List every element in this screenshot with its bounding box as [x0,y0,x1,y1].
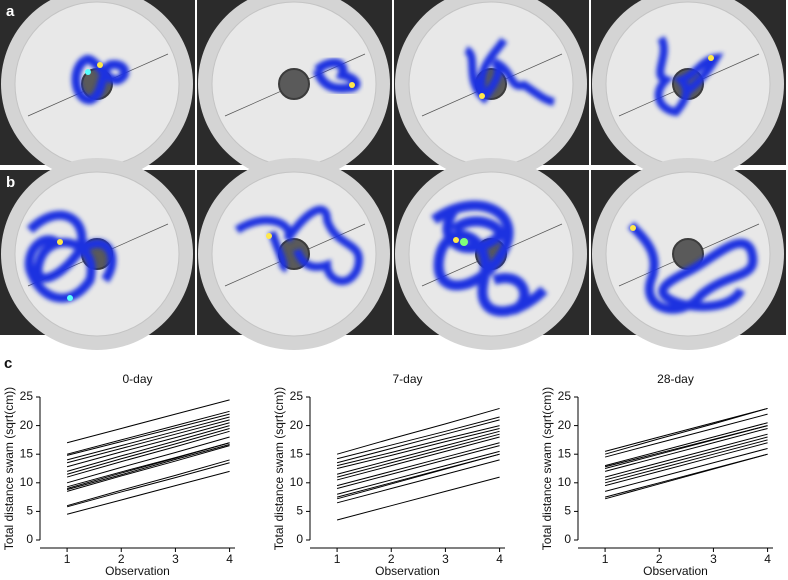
data-line [604,422,768,467]
panel-label: a [6,3,15,20]
data-line [604,407,768,452]
data-line [604,425,768,468]
data-line [66,443,230,491]
x-tick-label: 2 [388,552,395,566]
y-tick-label: 25 [290,389,304,403]
y-tick-label: 20 [290,418,304,432]
image-b1 [0,157,196,351]
data-line [336,453,500,498]
x-axis-label: Observation [375,564,440,578]
y-axis-label: Total distance swam (sqrt(cm)) [540,387,554,550]
y-tick-label: 10 [20,475,34,489]
data-line [336,436,500,481]
x-tick-label: 1 [64,552,71,566]
y-tick-label: 20 [20,418,34,432]
y-tick-label: 5 [26,504,33,518]
data-line [604,433,768,478]
y-tick-label: 5 [564,504,571,518]
y-tick-label: 10 [290,475,304,489]
x-tick-label: 3 [710,552,717,566]
x-tick-label: 2 [118,552,125,566]
data-line [336,433,500,478]
image-b2 [196,157,393,351]
y-axis-label: Total distance swam (sqrt(cm)) [272,387,286,550]
x-tick-label: 1 [602,552,609,566]
data-line [66,413,230,456]
data-line [604,413,768,458]
chart-title: 7-day [392,372,422,386]
tracking-images [0,0,787,351]
data-line [66,425,230,472]
x-tick-label: 3 [172,552,179,566]
data-line [66,436,230,484]
data-line [336,476,500,521]
data-line [66,427,230,475]
data-line [66,462,230,508]
data-line [336,459,500,504]
data-line [604,439,768,484]
y-tick-label: 20 [558,418,572,432]
panel-label: c [4,355,12,372]
data-line [66,430,230,478]
y-tick-label: 15 [290,446,304,460]
data-line [66,410,230,455]
data-line [66,399,230,444]
y-tick-label: 0 [564,532,571,546]
data-line [604,447,768,492]
y-axis-label: Total distance swam (sqrt(cm)) [2,387,16,550]
data-line [604,453,768,498]
data-line [66,470,230,515]
x-axis-label: Observation [643,564,708,578]
x-tick-label: 4 [764,552,771,566]
data-line [604,407,768,455]
image-b4 [590,157,787,351]
data-line [336,407,500,455]
y-tick-label: 5 [296,504,303,518]
y-tick-label: 15 [20,446,34,460]
chart-title: 28-day [657,372,694,386]
data-line [66,445,230,492]
data-line [604,427,768,472]
x-axis-label: Observation [105,564,170,578]
data-line [336,416,500,460]
data-line [336,425,500,467]
data-line [336,450,500,495]
data-line [604,436,768,481]
data-line [336,445,500,490]
image-b3 [393,157,590,351]
data-line [66,459,230,507]
y-tick-label: 0 [26,532,33,546]
y-tick-label: 25 [558,389,572,403]
x-tick-label: 1 [334,552,341,566]
data-line [604,442,768,487]
data-line [66,442,230,488]
y-tick-label: 0 [296,532,303,546]
x-tick-label: 4 [496,552,503,566]
x-tick-label: 2 [656,552,663,566]
image-a3 [393,0,590,181]
image-a1 [0,0,196,181]
data-line [66,422,230,468]
image-a4 [590,0,787,181]
chart-title: 0-day [122,372,152,386]
x-tick-label: 4 [226,552,233,566]
data-line [66,419,230,464]
data-line [336,427,500,469]
data-line [336,430,500,475]
image-a2 [196,0,393,181]
data-line [336,419,500,464]
panel-label: b [6,174,15,191]
data-line [336,442,500,487]
x-tick-label: 3 [442,552,449,566]
data-line [66,416,230,461]
y-tick-label: 15 [558,446,572,460]
y-tick-label: 25 [20,389,34,403]
y-tick-label: 10 [558,475,572,489]
